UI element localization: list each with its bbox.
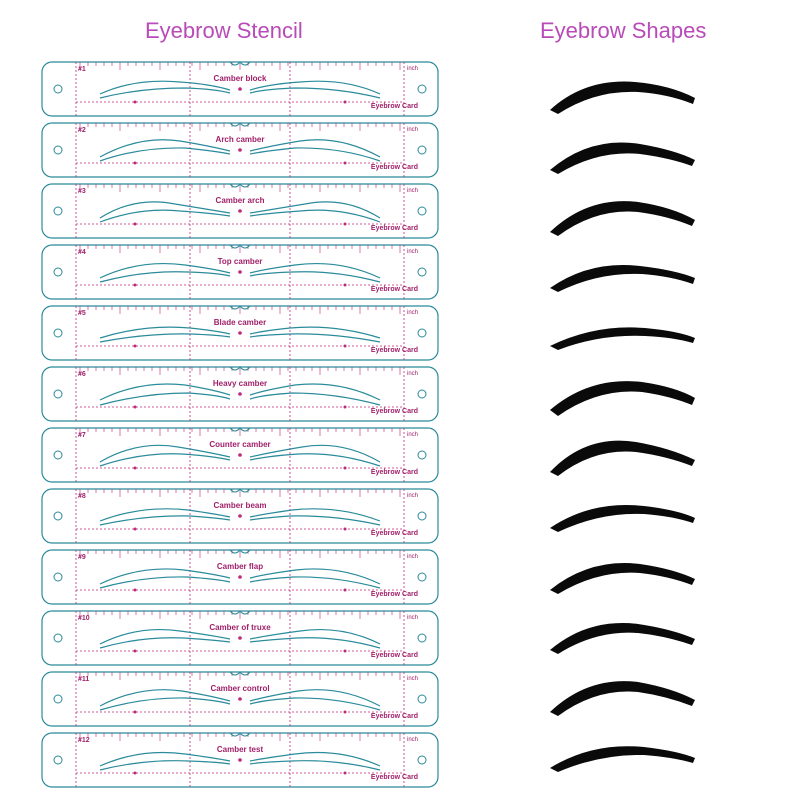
stencil-number: #10 bbox=[78, 615, 90, 622]
stencil-card-label: Eyebrow Card bbox=[371, 652, 418, 659]
stencil-card-label: Eyebrow Card bbox=[371, 774, 418, 781]
stencil-number: #11 bbox=[78, 676, 89, 683]
stencil-inch-label: inch bbox=[407, 310, 418, 316]
stencil-shape-name: Heavy camber bbox=[213, 379, 267, 388]
stencil-card-label: Eyebrow Card bbox=[371, 347, 418, 354]
stencil-inch-label: inch bbox=[407, 676, 418, 682]
eyebrow-shape bbox=[540, 130, 720, 190]
eyebrow-shape bbox=[540, 310, 720, 370]
stencil-shape-name: Camber block bbox=[214, 74, 267, 83]
stencil-inch-label: inch bbox=[407, 615, 418, 621]
stencil-inch-label: inch bbox=[407, 188, 418, 194]
stencil-inch-label: inch bbox=[407, 432, 418, 438]
stencil-number: #4 bbox=[78, 249, 86, 256]
stencil-shape-name: Arch camber bbox=[216, 135, 265, 144]
eyebrow-shape bbox=[540, 610, 720, 670]
stencil-card-label: Eyebrow Card bbox=[371, 469, 418, 476]
stencil-number: #12 bbox=[78, 737, 90, 744]
eyebrow-shape bbox=[540, 550, 720, 610]
shapes-column bbox=[540, 70, 720, 790]
stencil-inch-label: inch bbox=[407, 493, 418, 499]
stencil-number: #5 bbox=[78, 310, 86, 317]
stencil-shape-name: Camber beam bbox=[214, 501, 267, 510]
stencil-card-label: Eyebrow Card bbox=[371, 408, 418, 415]
eyebrow-shape bbox=[540, 730, 720, 790]
stencil-card: #12 Camber test inch Eyebrow Card bbox=[40, 731, 440, 789]
stencil-card: #8 Camber beam inch Eyebrow Card bbox=[40, 487, 440, 545]
stencil-card: #2 Arch camber inch Eyebrow Card bbox=[40, 121, 440, 179]
stencil-number: #2 bbox=[78, 127, 86, 134]
stencil-number: #3 bbox=[78, 188, 86, 195]
eyebrow-shape bbox=[540, 490, 720, 550]
stencil-inch-label: inch bbox=[407, 554, 418, 560]
stencil-shape-name: Camber control bbox=[210, 684, 269, 693]
stencil-card: #1 Camber block inch Eyebrow Card bbox=[40, 60, 440, 118]
stencil-number: #1 bbox=[78, 66, 86, 73]
stencil-card-label: Eyebrow Card bbox=[371, 286, 418, 293]
stencil-shape-name: Camber flap bbox=[217, 562, 263, 571]
stencil-card-label: Eyebrow Card bbox=[371, 713, 418, 720]
eyebrow-shape bbox=[540, 430, 720, 490]
stencil-number: #6 bbox=[78, 371, 86, 378]
stencil-shape-name: Camber arch bbox=[216, 196, 265, 205]
stencil-shape-name: Blade camber bbox=[214, 318, 266, 327]
stencil-inch-label: inch bbox=[407, 737, 418, 743]
shapes-heading: Eyebrow Shapes bbox=[540, 18, 706, 44]
eyebrow-shape bbox=[540, 370, 720, 430]
stencil-inch-label: inch bbox=[407, 127, 418, 133]
eyebrow-shape bbox=[540, 670, 720, 730]
stencil-card-label: Eyebrow Card bbox=[371, 164, 418, 171]
stencil-number: #7 bbox=[78, 432, 86, 439]
stencil-card-label: Eyebrow Card bbox=[371, 591, 418, 598]
stencil-card: #7 Counter camber inch Eyebrow Card bbox=[40, 426, 440, 484]
stencil-number: #9 bbox=[78, 554, 86, 561]
stencil-column: #1 Camber block inch Eyebrow Card #2 Arch ca… bbox=[40, 60, 440, 792]
eyebrow-shape bbox=[540, 190, 720, 250]
stencil-shape-name: Top camber bbox=[218, 257, 263, 266]
stencil-card: #9 Camber flap inch Eyebrow Card bbox=[40, 548, 440, 606]
eyebrow-shape bbox=[540, 70, 720, 130]
stencil-card: #10 Camber of truxe inch Eyebrow Card bbox=[40, 609, 440, 667]
stencil-card: #4 Top camber inch Eyebrow Card bbox=[40, 243, 440, 301]
stencil-card: #3 Camber arch inch Eyebrow Card bbox=[40, 182, 440, 240]
stencil-number: #8 bbox=[78, 493, 86, 500]
stencil-shape-name: Camber of truxe bbox=[209, 623, 270, 632]
stencil-card-label: Eyebrow Card bbox=[371, 225, 418, 232]
stencil-card: #11 Camber control inch Eyebrow Card bbox=[40, 670, 440, 728]
stencil-card-label: Eyebrow Card bbox=[371, 530, 418, 537]
stencil-card: #5 Blade camber inch Eyebrow Card bbox=[40, 304, 440, 362]
stencil-shape-name: Camber test bbox=[217, 745, 263, 754]
stencil-inch-label: inch bbox=[407, 371, 418, 377]
stencil-card: #6 Heavy camber inch Eyebrow Card bbox=[40, 365, 440, 423]
stencil-inch-label: inch bbox=[407, 66, 418, 72]
stencil-shape-name: Counter camber bbox=[209, 440, 270, 449]
stencil-heading: Eyebrow Stencil bbox=[145, 18, 303, 44]
stencil-inch-label: inch bbox=[407, 249, 418, 255]
eyebrow-shape bbox=[540, 250, 720, 310]
stencil-card-label: Eyebrow Card bbox=[371, 103, 418, 110]
